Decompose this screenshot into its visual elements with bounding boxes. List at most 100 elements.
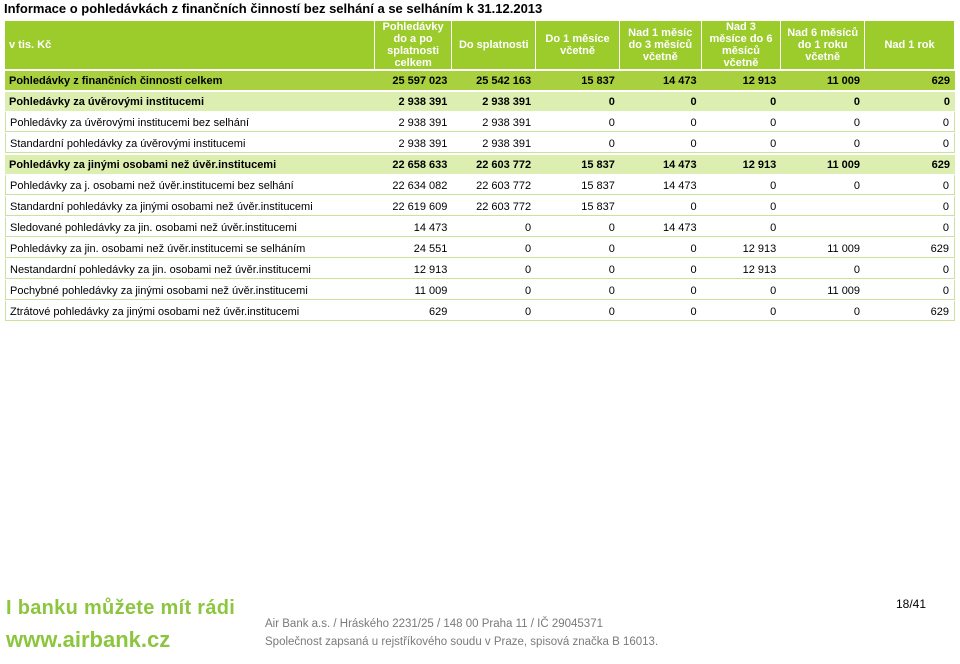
row-label: Ztrátové pohledávky za jinými osobami ne… bbox=[5, 300, 375, 321]
col-header-not-due: Do splatnosti bbox=[452, 21, 537, 69]
row-value: 12 913 bbox=[701, 237, 782, 258]
row-value: 15 837 bbox=[536, 69, 620, 90]
row-value: 629 bbox=[865, 237, 955, 258]
table-row: Pohledávky za úvěrovými institucemi bez … bbox=[5, 111, 955, 132]
row-value: 0 bbox=[781, 300, 866, 321]
table-row: Pohledávky za jin. osobami než úvěr.inst… bbox=[5, 237, 955, 258]
row-value: 0 bbox=[865, 174, 955, 195]
row-label: Pochybné pohledávky za jinými osobami ne… bbox=[5, 279, 375, 300]
table-row: Pohledávky za jinými osobami než úvěr.in… bbox=[5, 153, 955, 174]
row-value: 2 938 391 bbox=[374, 111, 453, 132]
row-value: 22 603 772 bbox=[452, 174, 537, 195]
row-value: 14 473 bbox=[619, 216, 702, 237]
row-value: 11 009 bbox=[781, 69, 866, 90]
row-value: 22 634 082 bbox=[374, 174, 453, 195]
row-value: 0 bbox=[452, 279, 537, 300]
row-label: Pohledávky za úvěrovými institucemi bez … bbox=[5, 111, 375, 132]
receivables-table: v tis. Kč Pohledávky do a po splatnosti … bbox=[3, 19, 957, 323]
row-value: 0 bbox=[865, 279, 955, 300]
table-body: Pohledávky z finančních činností celkem 2… bbox=[5, 69, 955, 321]
row-value: 0 bbox=[701, 90, 782, 111]
unit-header: v tis. Kč bbox=[5, 21, 375, 69]
row-value bbox=[781, 216, 866, 237]
row-value: 14 473 bbox=[374, 216, 453, 237]
row-value: 0 bbox=[536, 216, 620, 237]
footer-url-link[interactable]: www.airbank.cz bbox=[6, 627, 171, 652]
row-value: 629 bbox=[865, 300, 955, 321]
table-row: Pohledávky za j. osobami než úvěr.instit… bbox=[5, 174, 955, 195]
row-value: 14 473 bbox=[619, 153, 702, 174]
table-row: Ztrátové pohledávky za jinými osobami ne… bbox=[5, 300, 955, 321]
col-header-total: Pohledávky do a po splatnosti celkem bbox=[374, 21, 453, 69]
row-value: 11 009 bbox=[781, 279, 866, 300]
row-value: 0 bbox=[865, 195, 955, 216]
row-value: 0 bbox=[619, 279, 702, 300]
row-value: 0 bbox=[865, 216, 955, 237]
row-value: 0 bbox=[701, 174, 782, 195]
row-value: 2 938 391 bbox=[452, 90, 537, 111]
col-header-1-3m: Nad 1 měsíc do 3 měsíců včetně bbox=[619, 21, 702, 69]
row-value: 12 913 bbox=[701, 153, 782, 174]
footer-address: Air Bank a.s. / Hráského 2231/25 / 148 0… bbox=[265, 618, 603, 630]
row-value: 25 542 163 bbox=[452, 69, 537, 90]
table-row: Standardní pohledávky za jinými osobami … bbox=[5, 195, 955, 216]
row-value: 2 938 391 bbox=[452, 111, 537, 132]
col-header-3-6m: Nad 3 měsíce do 6 měsíců včetně bbox=[701, 21, 782, 69]
row-label: Pohledávky za j. osobami než úvěr.instit… bbox=[5, 174, 375, 195]
row-value: 629 bbox=[865, 69, 955, 90]
row-value: 2 938 391 bbox=[374, 90, 453, 111]
row-value: 0 bbox=[781, 258, 866, 279]
footer-registration: Společnost zapsaná u rejstříkového soudu… bbox=[265, 636, 659, 648]
row-value: 22 619 609 bbox=[374, 195, 453, 216]
row-label: Pohledávky za jinými osobami než úvěr.in… bbox=[5, 153, 375, 174]
row-label: Standardní pohledávky za úvěrovými insti… bbox=[5, 132, 375, 153]
table-row: Pohledávky z finančních činností celkem 2… bbox=[5, 69, 955, 90]
row-label: Standardní pohledávky za jinými osobami … bbox=[5, 195, 375, 216]
page-number: 18/41 bbox=[896, 597, 927, 611]
row-value: 11 009 bbox=[781, 153, 866, 174]
row-value: 0 bbox=[781, 90, 866, 111]
footer-slogan: I banku můžete mít rádi bbox=[6, 597, 236, 619]
row-value: 0 bbox=[536, 132, 620, 153]
row-value: 22 658 633 bbox=[374, 153, 453, 174]
row-label: Nestandardní pohledávky za jin. osobami … bbox=[5, 258, 375, 279]
row-value: 0 bbox=[865, 258, 955, 279]
row-value: 0 bbox=[701, 300, 782, 321]
row-value: 22 603 772 bbox=[452, 153, 537, 174]
row-value: 11 009 bbox=[374, 279, 453, 300]
row-value: 2 938 391 bbox=[374, 132, 453, 153]
row-value: 0 bbox=[452, 237, 537, 258]
row-value: 0 bbox=[619, 237, 702, 258]
row-value: 22 603 772 bbox=[452, 195, 537, 216]
row-value: 0 bbox=[701, 195, 782, 216]
row-value: 0 bbox=[619, 132, 702, 153]
row-value: 0 bbox=[619, 258, 702, 279]
row-value: 0 bbox=[536, 300, 620, 321]
row-value: 0 bbox=[701, 216, 782, 237]
row-value: 629 bbox=[374, 300, 453, 321]
row-value: 0 bbox=[536, 90, 620, 111]
row-value: 629 bbox=[865, 153, 955, 174]
row-value: 0 bbox=[781, 111, 866, 132]
row-label: Pohledávky z finančních činností celkem bbox=[5, 69, 375, 90]
row-value: 0 bbox=[619, 300, 702, 321]
row-value: 0 bbox=[536, 111, 620, 132]
row-value: 0 bbox=[536, 237, 620, 258]
table-row: Nestandardní pohledávky za jin. osobami … bbox=[5, 258, 955, 279]
row-value: 0 bbox=[619, 90, 702, 111]
row-value: 0 bbox=[865, 111, 955, 132]
row-value: 0 bbox=[452, 216, 537, 237]
row-value: 0 bbox=[536, 279, 620, 300]
row-value: 24 551 bbox=[374, 237, 453, 258]
page-title: Informace o pohledávkách z finančních či… bbox=[4, 1, 543, 16]
table-row: Pohledávky za úvěrovými institucemi 2 938… bbox=[5, 90, 955, 111]
table-row: Pochybné pohledávky za jinými osobami ne… bbox=[5, 279, 955, 300]
col-header-6-12m: Nad 6 měsíců do 1 roku včetně bbox=[781, 21, 866, 69]
row-label: Pohledávky za jin. osobami než úvěr.inst… bbox=[5, 237, 375, 258]
row-value: 12 913 bbox=[701, 69, 782, 90]
row-value: 14 473 bbox=[619, 69, 702, 90]
row-value: 12 913 bbox=[701, 258, 782, 279]
row-value: 0 bbox=[701, 111, 782, 132]
row-label: Sledované pohledávky za jin. osobami než… bbox=[5, 216, 375, 237]
row-value: 15 837 bbox=[536, 153, 620, 174]
